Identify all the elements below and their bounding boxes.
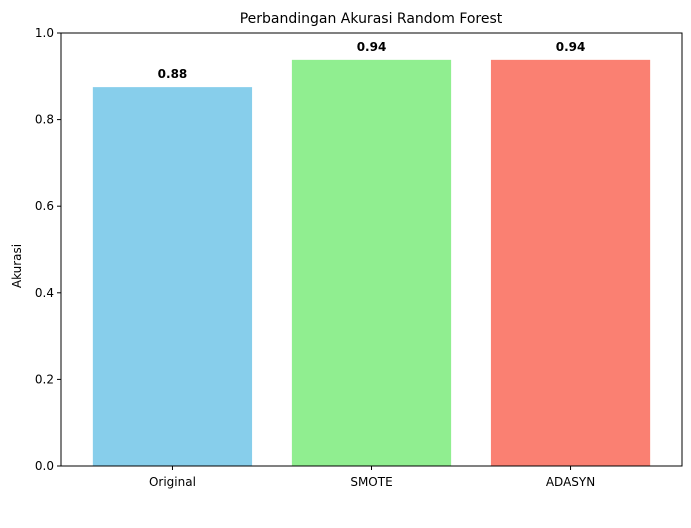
y-axis-label: Akurasi: [10, 244, 24, 288]
x-tick-label: SMOTE: [350, 475, 392, 489]
bar-adasyn: [490, 59, 651, 466]
data-label-original: 0.88: [158, 67, 188, 81]
chart-title: Perbandingan Akurasi Random Forest: [240, 11, 503, 27]
y-tick-label: 0.0: [35, 459, 54, 473]
y-tick-label: 0.6: [35, 199, 54, 213]
data-label-smote: 0.94: [357, 40, 387, 54]
y-tick-label: 0.4: [35, 286, 54, 300]
bars-group: [92, 59, 651, 466]
data-label-adasyn: 0.94: [556, 40, 586, 54]
x-axis-ticks: Original SMOTE ADASYN: [149, 466, 595, 489]
x-tick-label: Original: [149, 475, 196, 489]
y-tick-label: 0.8: [35, 113, 54, 127]
y-tick-label: 1.0: [35, 26, 54, 40]
x-tick-label: ADASYN: [546, 475, 595, 489]
y-tick-label: 0.2: [35, 372, 54, 386]
bar-original: [92, 87, 253, 466]
y-axis-ticks: 0.0 0.2 0.4 0.6 0.8 1.0: [35, 26, 61, 473]
bar-smote: [291, 59, 452, 466]
plot-frame: [60, 32, 683, 467]
data-labels-group: 0.88 0.94 0.94: [158, 40, 586, 81]
